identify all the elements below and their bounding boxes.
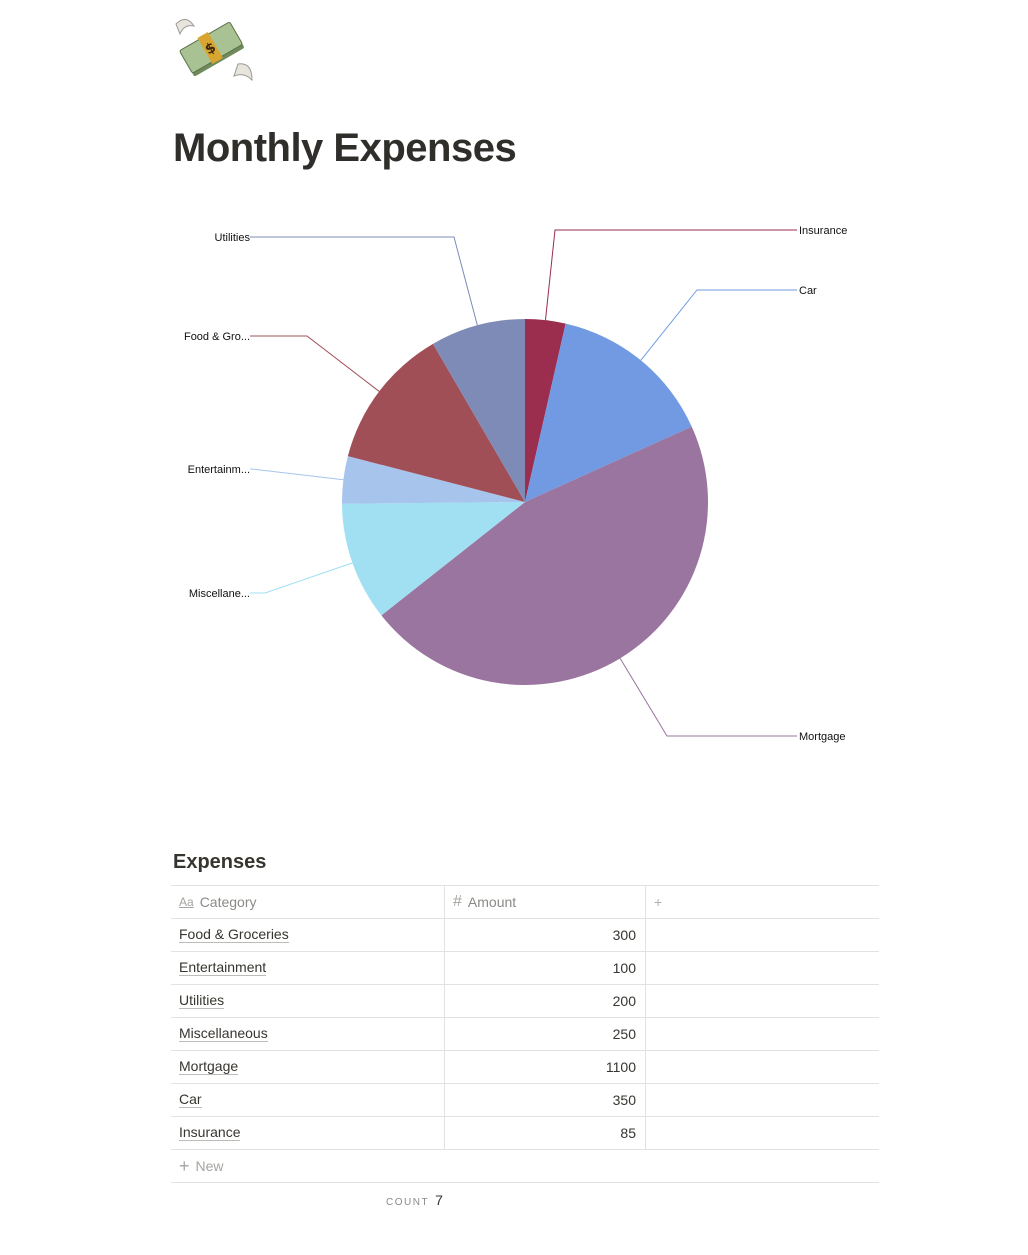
amount-cell[interactable]: 85 <box>445 1117 646 1149</box>
column-header-amount[interactable]: # Amount <box>445 886 646 918</box>
empty-cell <box>646 1018 879 1050</box>
category-name[interactable]: Entertainment <box>179 959 267 976</box>
database-title[interactable]: Expenses <box>173 851 267 873</box>
amount-cell[interactable]: 250 <box>445 1018 646 1050</box>
pie-slice-entertainment[interactable] <box>342 456 525 504</box>
expenses-table: Aa Category # Amount + Food & Groceries 300… <box>171 885 879 1183</box>
leader-line <box>619 658 797 737</box>
count-summary[interactable]: COUNT 7 <box>386 1192 443 1208</box>
category-name[interactable]: Food & Groceries <box>179 926 289 943</box>
pie-slice-utilities[interactable] <box>432 319 525 502</box>
pie-slice-food-groceries[interactable] <box>347 343 525 502</box>
page-title: Monthly Expenses <box>173 126 517 170</box>
plus-icon: + <box>179 1155 190 1176</box>
slice-label: Car <box>799 285 817 297</box>
amount-cell[interactable]: 100 <box>445 952 646 984</box>
slice-label: Utilities <box>215 232 251 244</box>
text-property-icon: Aa <box>179 895 194 909</box>
slice-label: Entertainm... <box>188 464 250 476</box>
leader-line <box>250 562 353 594</box>
slice-label: Mortgage <box>799 731 845 743</box>
table-row[interactable]: Entertainment 100 <box>171 952 879 985</box>
category-cell[interactable]: Car <box>171 1084 445 1116</box>
table-row[interactable]: Mortgage 1100 <box>171 1051 879 1084</box>
column-header-category[interactable]: Aa Category <box>171 886 445 918</box>
leader-line <box>250 468 344 481</box>
pie-chart: Insurance Car Mortgage Miscellane... Enterta… <box>184 225 847 743</box>
category-name[interactable]: Car <box>179 1091 202 1108</box>
category-name[interactable]: Utilities <box>179 992 225 1009</box>
amount-cell[interactable]: 300 <box>445 919 646 951</box>
empty-cell <box>646 985 879 1017</box>
leader-line <box>544 229 797 321</box>
category-cell[interactable]: Entertainment <box>171 952 445 984</box>
money-with-wings-icon: $ <box>175 19 253 82</box>
category-cell[interactable]: Mortgage <box>171 1051 445 1083</box>
table-row[interactable]: Food & Groceries 300 <box>171 919 879 952</box>
table-row[interactable]: Miscellaneous 250 <box>171 1018 879 1051</box>
leader-line <box>640 289 797 361</box>
add-column-button[interactable]: + <box>654 894 663 910</box>
category-name[interactable]: Miscellaneous <box>179 1025 268 1042</box>
table-row[interactable]: Utilities 200 <box>171 985 879 1018</box>
category-cell[interactable]: Utilities <box>171 985 445 1017</box>
empty-cell <box>646 919 879 951</box>
category-cell[interactable]: Insurance <box>171 1117 445 1149</box>
table-row[interactable]: Insurance 85 <box>171 1117 879 1150</box>
slice-label: Insurance <box>799 225 847 237</box>
amount-cell[interactable]: 350 <box>445 1084 646 1116</box>
new-row-button[interactable]: + New <box>171 1150 879 1183</box>
category-cell[interactable]: Food & Groceries <box>171 919 445 951</box>
pie-slice-insurance[interactable] <box>525 319 566 502</box>
leader-line <box>250 236 478 326</box>
table-row[interactable]: Car 350 <box>171 1084 879 1117</box>
pie-slice-car[interactable] <box>525 323 692 502</box>
table-header: Aa Category # Amount + <box>171 886 879 919</box>
category-name[interactable]: Mortgage <box>179 1058 239 1075</box>
empty-cell <box>646 952 879 984</box>
slice-label: Food & Gro... <box>184 331 250 343</box>
empty-cell <box>646 1117 879 1149</box>
amount-cell[interactable]: 200 <box>445 985 646 1017</box>
slice-label: Miscellane... <box>189 588 250 600</box>
empty-cell <box>646 1084 879 1116</box>
category-cell[interactable]: Miscellaneous <box>171 1018 445 1050</box>
leader-line <box>250 335 380 392</box>
pie-slice-miscellaneous[interactable] <box>342 502 525 616</box>
amount-cell[interactable]: 1100 <box>445 1051 646 1083</box>
pie-slice-mortgage[interactable] <box>381 426 708 685</box>
category-name[interactable]: Insurance <box>179 1124 241 1141</box>
number-property-icon: # <box>453 893 462 910</box>
empty-cell <box>646 1051 879 1083</box>
